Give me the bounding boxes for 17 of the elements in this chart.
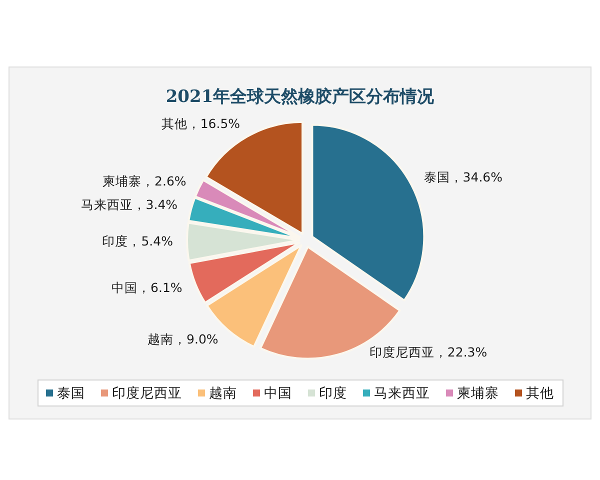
legend-label: 泰国: [57, 386, 85, 402]
legend-label: 马来西亚: [374, 386, 430, 402]
chart-title: 2021年全球天然橡胶产区分布情况: [166, 87, 436, 107]
category-label: 印度尼西亚，22.3%: [369, 344, 488, 360]
legend-label: 其他: [526, 386, 554, 402]
legend-label: 越南: [209, 386, 237, 402]
category-label: 印度，5.4%: [102, 233, 174, 248]
legend-label: 印度尼西亚: [112, 386, 182, 402]
legend-label: 柬埔寨: [457, 386, 499, 402]
legend-label: 中国: [264, 386, 292, 402]
category-label: 柬埔寨，2.6%: [102, 173, 186, 188]
category-label: 马来西亚，3.4%: [80, 196, 178, 212]
category-label: 泰国，34.6%: [424, 170, 503, 185]
category-label: 其他，16.5%: [161, 116, 240, 131]
category-label: 中国，6.1%: [112, 280, 182, 296]
category-label: 越南，9.0%: [148, 331, 218, 346]
legend-label: 印度: [319, 386, 347, 402]
